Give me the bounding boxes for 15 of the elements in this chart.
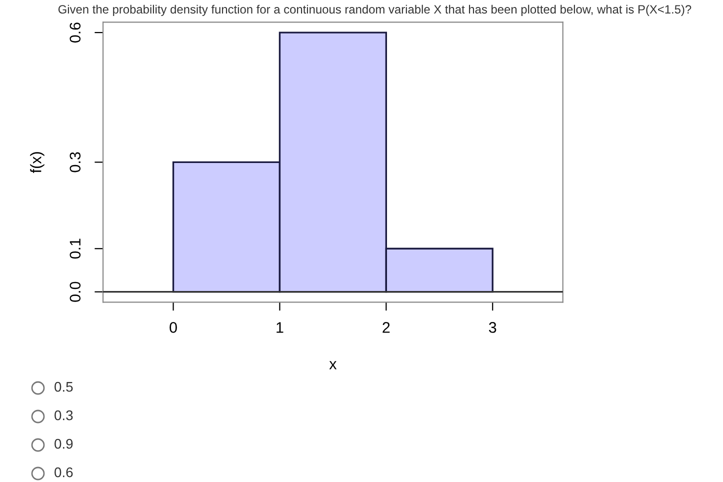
text: 0.5 [54,382,73,392]
x-tick-label: 1 [276,322,284,333]
y-tick-label: 0.0 [70,282,81,302]
y-tick-label: 0.1 [70,238,81,259]
y-tick-label: 0.3 [70,152,81,172]
text: 0.6 [54,467,73,478]
x-axis-title: x [329,361,337,370]
x-tick-label: 2 [382,322,390,333]
y-axis-title: f(x) [30,152,44,174]
x-tick-label: 0 [170,322,177,333]
x-tick-label: 3 [488,322,496,333]
text: 0.9 [54,438,73,449]
y-tick-label: 0.6 [70,22,81,43]
chart-title: Given the probability density function for a continuous random variable X that has been plotted below, what is P(X<1.5)? [58,4,692,16]
text: 0.3 [54,410,73,420]
